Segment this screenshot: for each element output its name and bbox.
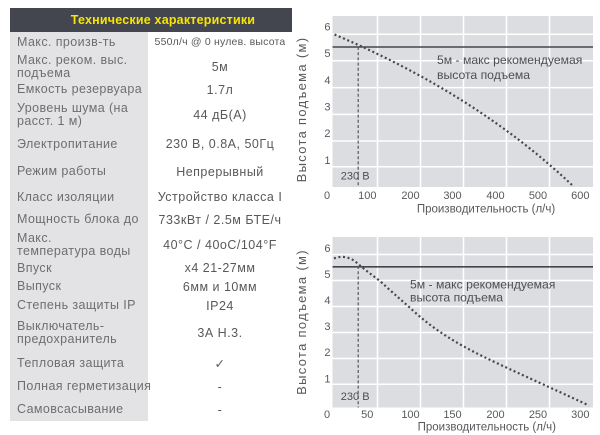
- svg-text:6: 6: [324, 22, 330, 34]
- svg-text:5: 5: [324, 48, 330, 60]
- svg-text:0: 0: [324, 190, 330, 202]
- svg-text:2: 2: [324, 347, 330, 359]
- svg-text:50: 50: [361, 409, 373, 421]
- svg-text:Производительность (л/ч): Производительность (л/ч): [417, 204, 556, 216]
- svg-text:6: 6: [324, 243, 330, 255]
- svg-text:4: 4: [324, 295, 330, 307]
- svg-text:200: 200: [486, 409, 504, 421]
- svg-text:5м - макс рекомендуемая: 5м - макс рекомендуемая: [437, 53, 582, 67]
- svg-text:100: 100: [401, 409, 419, 421]
- svg-text:200: 200: [401, 190, 419, 202]
- svg-text:высота подъема: высота подъема: [437, 68, 530, 82]
- svg-text:150: 150: [443, 409, 461, 421]
- svg-text:Производительность (л/ч): Производительность (л/ч): [418, 421, 557, 433]
- svg-text:4: 4: [324, 75, 330, 87]
- svg-text:0: 0: [324, 409, 330, 421]
- svg-text:высота подъема: высота подъема: [410, 291, 503, 305]
- svg-text:1: 1: [324, 155, 330, 167]
- svg-text:3: 3: [324, 321, 330, 333]
- svg-text:230 В: 230 В: [341, 391, 370, 403]
- svg-text:250: 250: [529, 409, 547, 421]
- svg-text:Высота подъема (м): Высота подъема (м): [294, 249, 309, 395]
- svg-text:230 В: 230 В: [341, 171, 370, 183]
- svg-text:600: 600: [571, 190, 589, 202]
- svg-text:500: 500: [529, 190, 547, 202]
- svg-text:Высота подъема (м): Высота подъема (м): [294, 37, 309, 183]
- svg-text:5: 5: [324, 269, 330, 281]
- svg-text:400: 400: [486, 190, 504, 202]
- svg-text:3: 3: [324, 102, 330, 114]
- svg-text:1: 1: [324, 373, 330, 385]
- svg-text:100: 100: [358, 190, 376, 202]
- svg-text:300: 300: [443, 190, 461, 202]
- svg-text:300: 300: [571, 409, 589, 421]
- svg-text:2: 2: [324, 128, 330, 140]
- svg-text:5м - макс рекомендуемая: 5м - макс рекомендуемая: [410, 278, 555, 292]
